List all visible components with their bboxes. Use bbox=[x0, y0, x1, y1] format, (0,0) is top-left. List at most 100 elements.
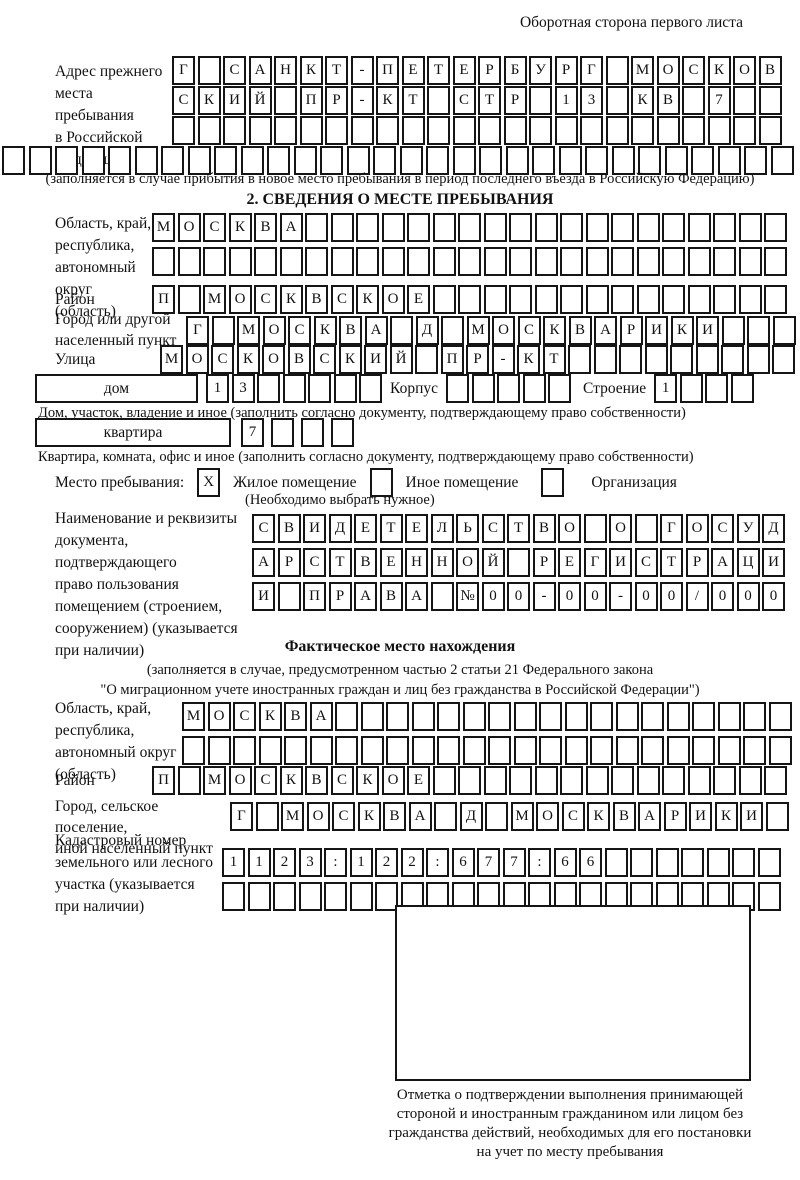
label-line: Улица bbox=[55, 351, 96, 368]
label-line: Кадастровый номер bbox=[55, 832, 187, 849]
char-cell bbox=[757, 848, 781, 877]
char-cell bbox=[638, 146, 661, 175]
char-cell bbox=[483, 247, 507, 276]
char-cell bbox=[509, 247, 532, 276]
char-cell bbox=[534, 213, 558, 242]
char-cell bbox=[247, 882, 271, 911]
char-cell: : bbox=[528, 848, 551, 877]
char-cell bbox=[534, 285, 558, 314]
char-cell bbox=[662, 766, 685, 795]
char-cell: А bbox=[309, 702, 333, 731]
char-cell: К bbox=[279, 766, 303, 795]
char-cell bbox=[634, 514, 658, 543]
char-cell bbox=[267, 146, 290, 175]
char-cell bbox=[488, 736, 511, 765]
field-document: Наименование и реквизиты документа, подтв… bbox=[55, 508, 785, 662]
char-cell: О bbox=[492, 316, 515, 345]
char-cell bbox=[630, 848, 653, 877]
char-cell bbox=[134, 146, 158, 175]
label-line: автономный округ bbox=[55, 744, 177, 761]
char-cell: О bbox=[228, 285, 252, 314]
label-line: Город, сельское поселение, bbox=[55, 798, 159, 836]
char-cell: 0 bbox=[481, 582, 505, 611]
char-cell bbox=[585, 146, 608, 175]
char-cell: / bbox=[685, 582, 709, 611]
char-cell bbox=[743, 702, 766, 731]
char-cell bbox=[248, 116, 272, 145]
char-cell: К bbox=[258, 702, 282, 731]
char-cell: Е bbox=[558, 548, 581, 577]
char-cell: К bbox=[236, 345, 260, 374]
char-cell bbox=[284, 736, 307, 765]
char-cell: М bbox=[182, 702, 205, 731]
char-cell bbox=[590, 736, 613, 765]
char-cell bbox=[373, 146, 396, 175]
residential-label: Жилое помещение bbox=[233, 474, 357, 491]
char-cell: С bbox=[288, 316, 311, 345]
char-cell bbox=[585, 285, 609, 314]
label-line: Наименование и реквизиты bbox=[55, 510, 237, 527]
char-cell: С bbox=[223, 56, 246, 85]
char-cell bbox=[733, 116, 756, 145]
char-cell: Г bbox=[660, 514, 683, 543]
char-cell bbox=[707, 116, 731, 145]
label-line: стороной и иностранным гражданином или л… bbox=[396, 1106, 744, 1122]
char-cell bbox=[522, 374, 546, 403]
char-cell: Ь bbox=[456, 514, 479, 543]
char-cell bbox=[770, 146, 794, 175]
char-cell bbox=[187, 146, 211, 175]
char-cell: В bbox=[284, 702, 307, 731]
char-cell bbox=[254, 247, 277, 276]
kadastr-label: Кадастровый номер земельного или лесного у… bbox=[55, 830, 222, 918]
char-row bbox=[152, 247, 787, 276]
char-cell: Р bbox=[663, 802, 687, 831]
char-cell: В bbox=[758, 56, 782, 85]
char-cell: П bbox=[440, 345, 464, 374]
char-cell bbox=[636, 285, 660, 314]
label-line: при наличии) bbox=[55, 642, 145, 659]
field-prev-address: Адрес прежнего места пребывания в Российск… bbox=[55, 56, 782, 171]
char-cell bbox=[713, 766, 736, 795]
char-cell bbox=[539, 736, 562, 765]
char-cell bbox=[721, 316, 745, 345]
char-cell bbox=[768, 702, 792, 731]
char-cell: Н bbox=[430, 548, 454, 577]
label-line: республика, bbox=[55, 237, 135, 254]
char-cell: У bbox=[736, 514, 760, 543]
char-cell: А bbox=[711, 548, 734, 577]
char-cell bbox=[585, 766, 609, 795]
char-cell: О bbox=[536, 802, 559, 831]
char-cell bbox=[320, 146, 343, 175]
char-cell: О bbox=[733, 56, 756, 85]
char-cell bbox=[682, 86, 705, 115]
char-row: И П Р А В А № 0 0-0 0-0 0/0 0 0 bbox=[252, 582, 785, 611]
char-cell: В bbox=[277, 514, 301, 543]
char-cell bbox=[305, 213, 328, 242]
char-cell bbox=[293, 146, 317, 175]
char-cell: 1 bbox=[654, 374, 678, 403]
char-cell: 2 bbox=[375, 848, 398, 877]
char-cell bbox=[369, 468, 393, 497]
char-cell bbox=[611, 146, 635, 175]
checkbox-organization bbox=[541, 468, 565, 497]
char-cell bbox=[611, 247, 634, 276]
char-cell bbox=[257, 374, 280, 403]
char-cell: Л bbox=[430, 514, 454, 543]
char-cell bbox=[590, 702, 613, 731]
char-cell bbox=[452, 116, 476, 145]
char-cell: С bbox=[330, 285, 354, 314]
char-cell bbox=[611, 766, 634, 795]
char-cell bbox=[539, 702, 562, 731]
char-cell bbox=[764, 285, 787, 314]
field-oblast: Область, край, республика, автономный округ… bbox=[55, 213, 787, 323]
apartment-row: квартира 7 bbox=[35, 418, 354, 447]
char-cell: И bbox=[303, 514, 326, 543]
char-cell bbox=[356, 247, 379, 276]
char-cell bbox=[214, 146, 237, 175]
char-cell: А bbox=[248, 56, 272, 85]
char-cell bbox=[299, 116, 323, 145]
char-cell bbox=[301, 418, 324, 447]
